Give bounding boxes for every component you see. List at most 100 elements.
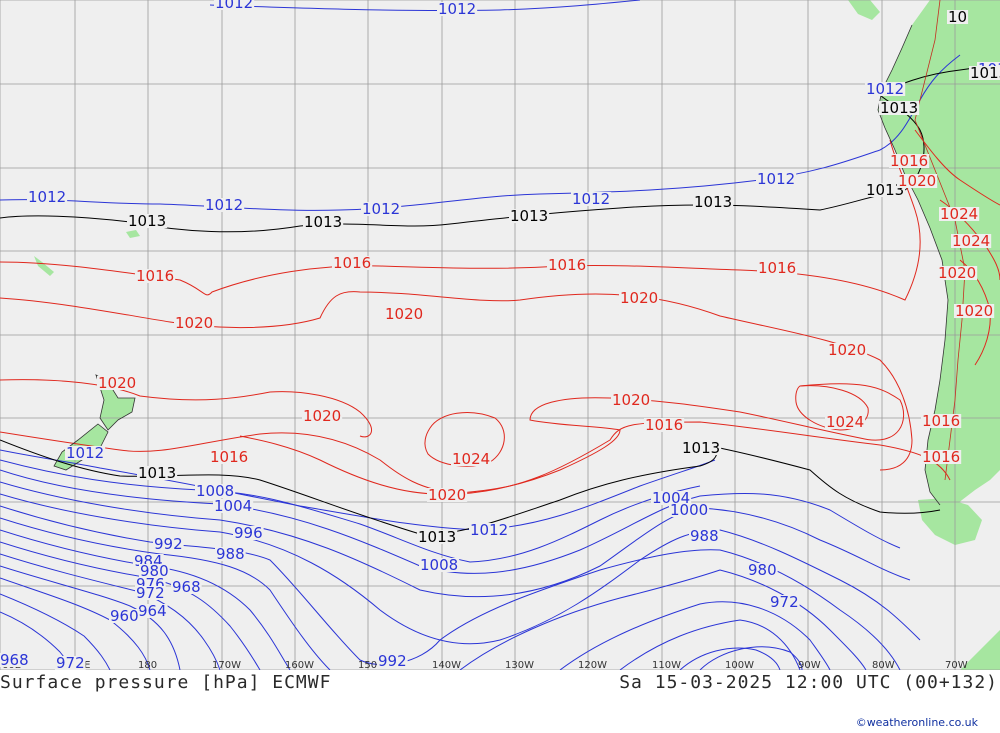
central-america-land (848, 0, 880, 20)
longitude-label: 110W (652, 660, 681, 670)
isobar-label-background (969, 66, 1000, 80)
isobar-1013-south (0, 439, 941, 535)
isobar-label-background (937, 266, 978, 280)
isobar-label: 1008 (420, 556, 458, 574)
longitude-label: 100W (725, 660, 754, 670)
isobar-label: 992 (378, 652, 407, 670)
isobar-label: 968 (172, 578, 201, 596)
isobar-label: 992 (154, 535, 183, 553)
map-title: Surface pressure [hPa] ECMWF (0, 672, 332, 693)
isobar-976 (0, 553, 781, 670)
isobar-label: 1013 (128, 212, 166, 230)
isobar-label-background (889, 154, 930, 168)
isobar-label: 1020 (303, 407, 341, 425)
longitude-label: 80W (872, 660, 895, 670)
isobar-label: 972 (136, 584, 165, 602)
isobar-label-background (303, 215, 344, 229)
isobar-1004 (0, 469, 901, 574)
isobar-label-background (611, 393, 652, 407)
isobar-label-background (204, 198, 245, 212)
isobar-label: 10 (948, 8, 967, 26)
isobar-label-background (417, 530, 458, 544)
isobar-label: 1013 (682, 439, 720, 457)
isobar-label: 1024 (940, 205, 978, 223)
new-caledonia-land (34, 256, 54, 276)
isobar-label-background (897, 174, 938, 188)
isobar-label-background (651, 491, 692, 505)
isobar-label-background (302, 409, 343, 423)
isobar-label: 1024 (826, 413, 864, 431)
credit-link[interactable]: ©weatheronline.co.uk (855, 716, 978, 729)
isobar-label-background (669, 503, 710, 517)
isobar-label-background (939, 207, 980, 221)
isobar-label: 1020 (175, 314, 213, 332)
isobar-label: 1013 (138, 464, 176, 482)
isobar-label: 1012 (438, 0, 476, 18)
isobar-label: 1016 (922, 412, 960, 430)
isobar-label-background (509, 209, 550, 223)
isobar-label: 1016 (758, 259, 796, 277)
isobar-label-background (27, 190, 68, 204)
isobar-label: 1013 (694, 193, 732, 211)
isobar-label: 996 (234, 524, 263, 542)
isobar-label-background (377, 654, 408, 668)
isobar-label-background (547, 258, 588, 272)
isobar-label: 960 (110, 607, 139, 625)
isobar-label-background (97, 376, 138, 390)
isobar-1024-east (795, 385, 869, 431)
isobar-label: 1013 (510, 207, 548, 225)
isobar-label: 1020 (385, 305, 423, 323)
isobar-label: 1020 (955, 302, 993, 320)
isobar-label: 1020 (898, 172, 936, 190)
isobar-label-background (756, 172, 797, 186)
isobar-label-background (689, 529, 720, 543)
isobar-label-background (137, 466, 178, 480)
isobar-label: 1013 (866, 181, 904, 199)
longitude-label: 150W (358, 660, 387, 670)
isobar-label: 1012 (66, 444, 104, 462)
isobar-label: 1013 (970, 64, 1000, 82)
isobar-label-background (135, 586, 166, 600)
isobar-label-background (681, 441, 722, 455)
isobar-label: 1016 (210, 448, 248, 466)
valid-time: Sa 15-03-2025 12:00 UTC (00+132) (619, 672, 998, 693)
antarctic-peninsula-land (960, 630, 1000, 670)
isobar-label-background (233, 526, 264, 540)
isobar-label-background (65, 446, 106, 460)
isobar-984 (0, 529, 831, 670)
isobar-label: 1012 (215, 0, 253, 12)
isobar-label: 1004 (214, 497, 252, 515)
longitude-label: 130W (505, 660, 534, 670)
isobar-label: 1008 (196, 482, 234, 500)
isobar-label-background (827, 343, 868, 357)
isobar-label: 980 (748, 561, 777, 579)
isobar-label: 1016 (333, 254, 371, 272)
isobar-label-background (419, 558, 460, 572)
isobar-label-background (135, 269, 176, 283)
isobar-label: 1012 (572, 190, 610, 208)
isobar-label-background (451, 452, 492, 466)
longitude-label: 90W (798, 660, 821, 670)
isobar-label: 1020 (620, 289, 658, 307)
isobar-label-background (127, 214, 168, 228)
isobar-label-background (213, 499, 254, 513)
isobar-1020-nz (0, 379, 372, 438)
longitude-label: 170W (212, 660, 241, 670)
isobar-label-background (174, 316, 215, 330)
isobar-label-background (747, 563, 778, 577)
isobar-label-background (757, 261, 798, 275)
isobar-1012-south (0, 449, 716, 531)
isobar-label-background (214, 0, 255, 10)
isobar-label-background (644, 418, 685, 432)
pressure-map: 60E170E180170W160W150W140W130W120W110W10… (0, 0, 1000, 670)
isobar-label-background (693, 195, 734, 209)
isobar-label-background (332, 256, 373, 270)
isobar-label: 1004 (652, 489, 690, 507)
isobar-972 (0, 565, 181, 670)
isobar-label-background (769, 595, 800, 609)
isobar-label-background (109, 609, 140, 623)
isobar-label-background (139, 564, 170, 578)
isobar-label-background (469, 523, 510, 537)
isobar-low-center (699, 646, 803, 670)
isobar-label-background (865, 82, 906, 96)
